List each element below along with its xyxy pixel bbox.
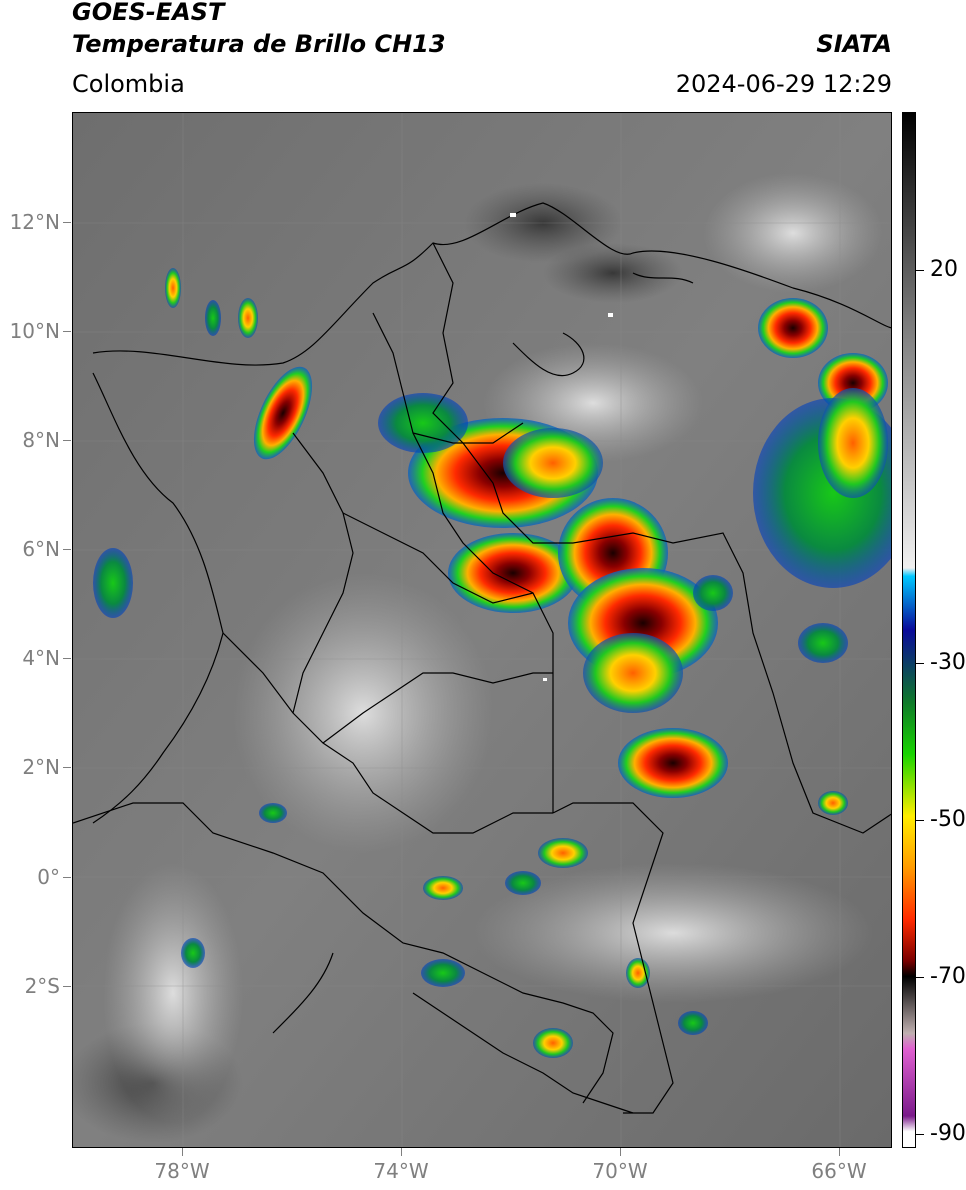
lat-tick [63, 331, 71, 332]
colorbar [902, 112, 916, 1148]
cloud-region-caribbean [703, 173, 883, 293]
satellite-map [72, 112, 892, 1148]
lat-tick [63, 986, 71, 987]
lat-tick [63, 658, 71, 659]
venezuela-coast-dark [543, 243, 683, 303]
timestamp-label: 2024-06-29 12:29 [675, 70, 892, 98]
lat-tick [63, 549, 71, 550]
lon-label-74w: 74°W [373, 1159, 429, 1183]
colorbar-label-minus70: -70 [930, 964, 966, 989]
colorbar-label-minus90: -90 [930, 1121, 966, 1146]
colorbar-tick [916, 270, 924, 271]
cloud-region-amazon [473, 863, 873, 1003]
colorbar-label-minus30: -30 [930, 650, 966, 675]
lat-label-0: 0° [37, 865, 60, 889]
lat-tick [63, 440, 71, 441]
colorbar-gradient [903, 113, 915, 1147]
lon-tick [620, 1148, 621, 1156]
lon-tick [401, 1148, 402, 1156]
lat-label-4n: 4°N [22, 646, 60, 670]
lat-label-10n: 10°N [9, 319, 60, 343]
lon-label-66w: 66°W [811, 1159, 867, 1183]
lat-tick [63, 222, 71, 223]
cloud-region-pacific [103, 863, 243, 1123]
lon-tick [839, 1148, 840, 1156]
colorbar-tick [916, 1134, 924, 1135]
lat-tick [63, 767, 71, 768]
lat-label-2n: 2°N [22, 755, 60, 779]
satellite-map-svg [73, 113, 891, 1147]
product-title-satellite: GOES-EAST [72, 0, 225, 26]
brand-label: SIATA [816, 30, 892, 58]
colorbar-label-minus50: -50 [930, 807, 966, 832]
lon-label-78w: 78°W [154, 1159, 210, 1183]
lat-label-8n: 8°N [22, 428, 60, 452]
product-title-channel: Temperatura de Brillo CH13 [72, 30, 446, 58]
storm-cells [93, 268, 891, 1058]
colorbar-tick [916, 977, 924, 978]
lon-tick [182, 1148, 183, 1156]
region-label: Colombia [72, 70, 185, 98]
colorbar-label-20: 20 [930, 257, 958, 282]
lon-label-70w: 70°W [592, 1159, 648, 1183]
colorbar-tick [916, 663, 924, 664]
lat-label-12n: 12°N [9, 210, 60, 234]
colorbar-tick [916, 820, 924, 821]
lat-label-6n: 6°N [22, 537, 60, 561]
small-white-glints [510, 213, 613, 681]
country-borders [73, 202, 891, 1114]
lat-tick [63, 877, 71, 878]
lat-label-2s: 2°S [24, 974, 60, 998]
